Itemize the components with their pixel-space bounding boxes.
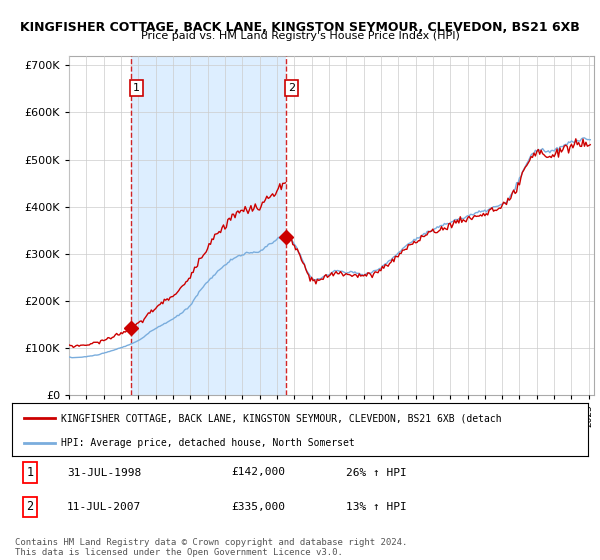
Text: 26% ↑ HPI: 26% ↑ HPI bbox=[346, 468, 407, 478]
Text: £335,000: £335,000 bbox=[231, 502, 285, 512]
Text: 1: 1 bbox=[133, 83, 140, 93]
Bar bbox=[131, 56, 286, 395]
Text: Contains HM Land Registry data © Crown copyright and database right 2024.
This d: Contains HM Land Registry data © Crown c… bbox=[15, 538, 407, 557]
Text: KINGFISHER COTTAGE, BACK LANE, KINGSTON SEYMOUR, CLEVEDON, BS21 6XB (detach: KINGFISHER COTTAGE, BACK LANE, KINGSTON … bbox=[61, 413, 502, 423]
Text: 1: 1 bbox=[26, 466, 34, 479]
Text: 11-JUL-2007: 11-JUL-2007 bbox=[67, 502, 141, 512]
Text: 2: 2 bbox=[288, 83, 295, 93]
Text: 2: 2 bbox=[26, 500, 34, 513]
Text: Price paid vs. HM Land Registry's House Price Index (HPI): Price paid vs. HM Land Registry's House … bbox=[140, 31, 460, 41]
Text: KINGFISHER COTTAGE, BACK LANE, KINGSTON SEYMOUR, CLEVEDON, BS21 6XB: KINGFISHER COTTAGE, BACK LANE, KINGSTON … bbox=[20, 21, 580, 34]
Text: 31-JUL-1998: 31-JUL-1998 bbox=[67, 468, 141, 478]
Text: £142,000: £142,000 bbox=[231, 468, 285, 478]
Text: 13% ↑ HPI: 13% ↑ HPI bbox=[346, 502, 407, 512]
Text: HPI: Average price, detached house, North Somerset: HPI: Average price, detached house, Nort… bbox=[61, 438, 355, 448]
